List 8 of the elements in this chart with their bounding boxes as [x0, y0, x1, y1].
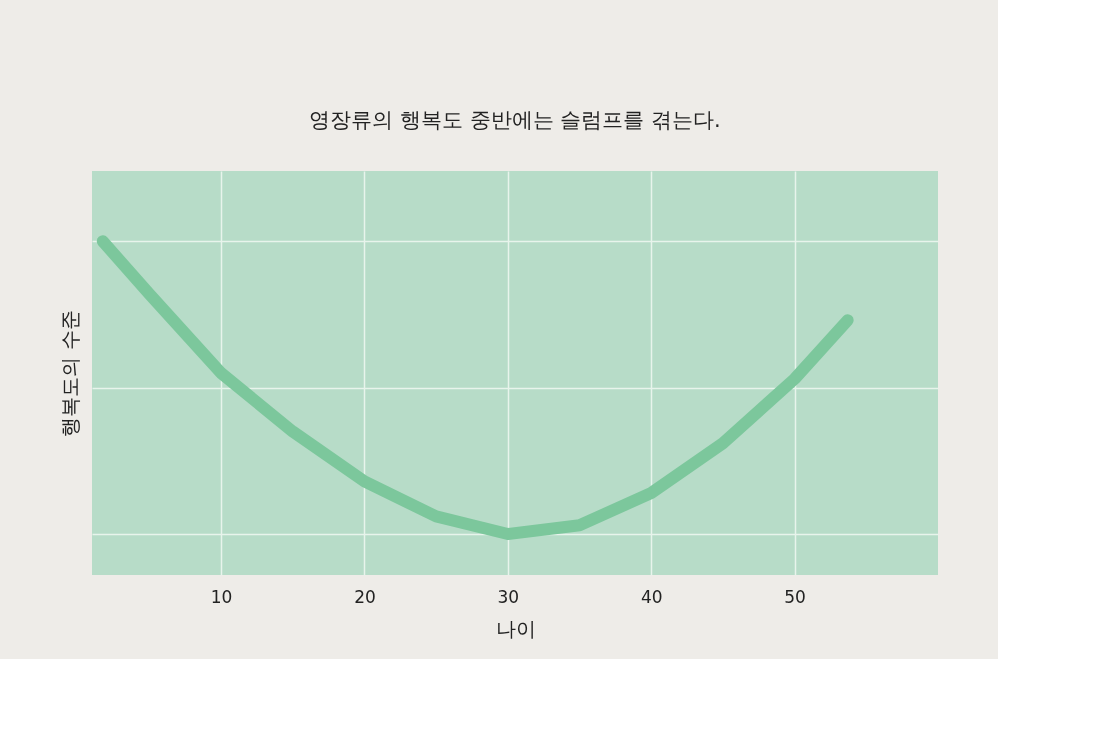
x-tick-label: 40	[640, 586, 663, 607]
x-tick-label: 30	[497, 586, 520, 607]
y-axis-title: 행복도의 수준	[57, 310, 82, 437]
x-tick-label: 50	[784, 586, 806, 607]
x-tick-label: 10	[210, 586, 233, 607]
chart-title: 영장류의 행복도 중반에는 슬럼프를 겪는다.	[309, 108, 721, 132]
x-axis-title: 나이	[495, 616, 536, 641]
x-tick-label: 20	[354, 586, 376, 607]
